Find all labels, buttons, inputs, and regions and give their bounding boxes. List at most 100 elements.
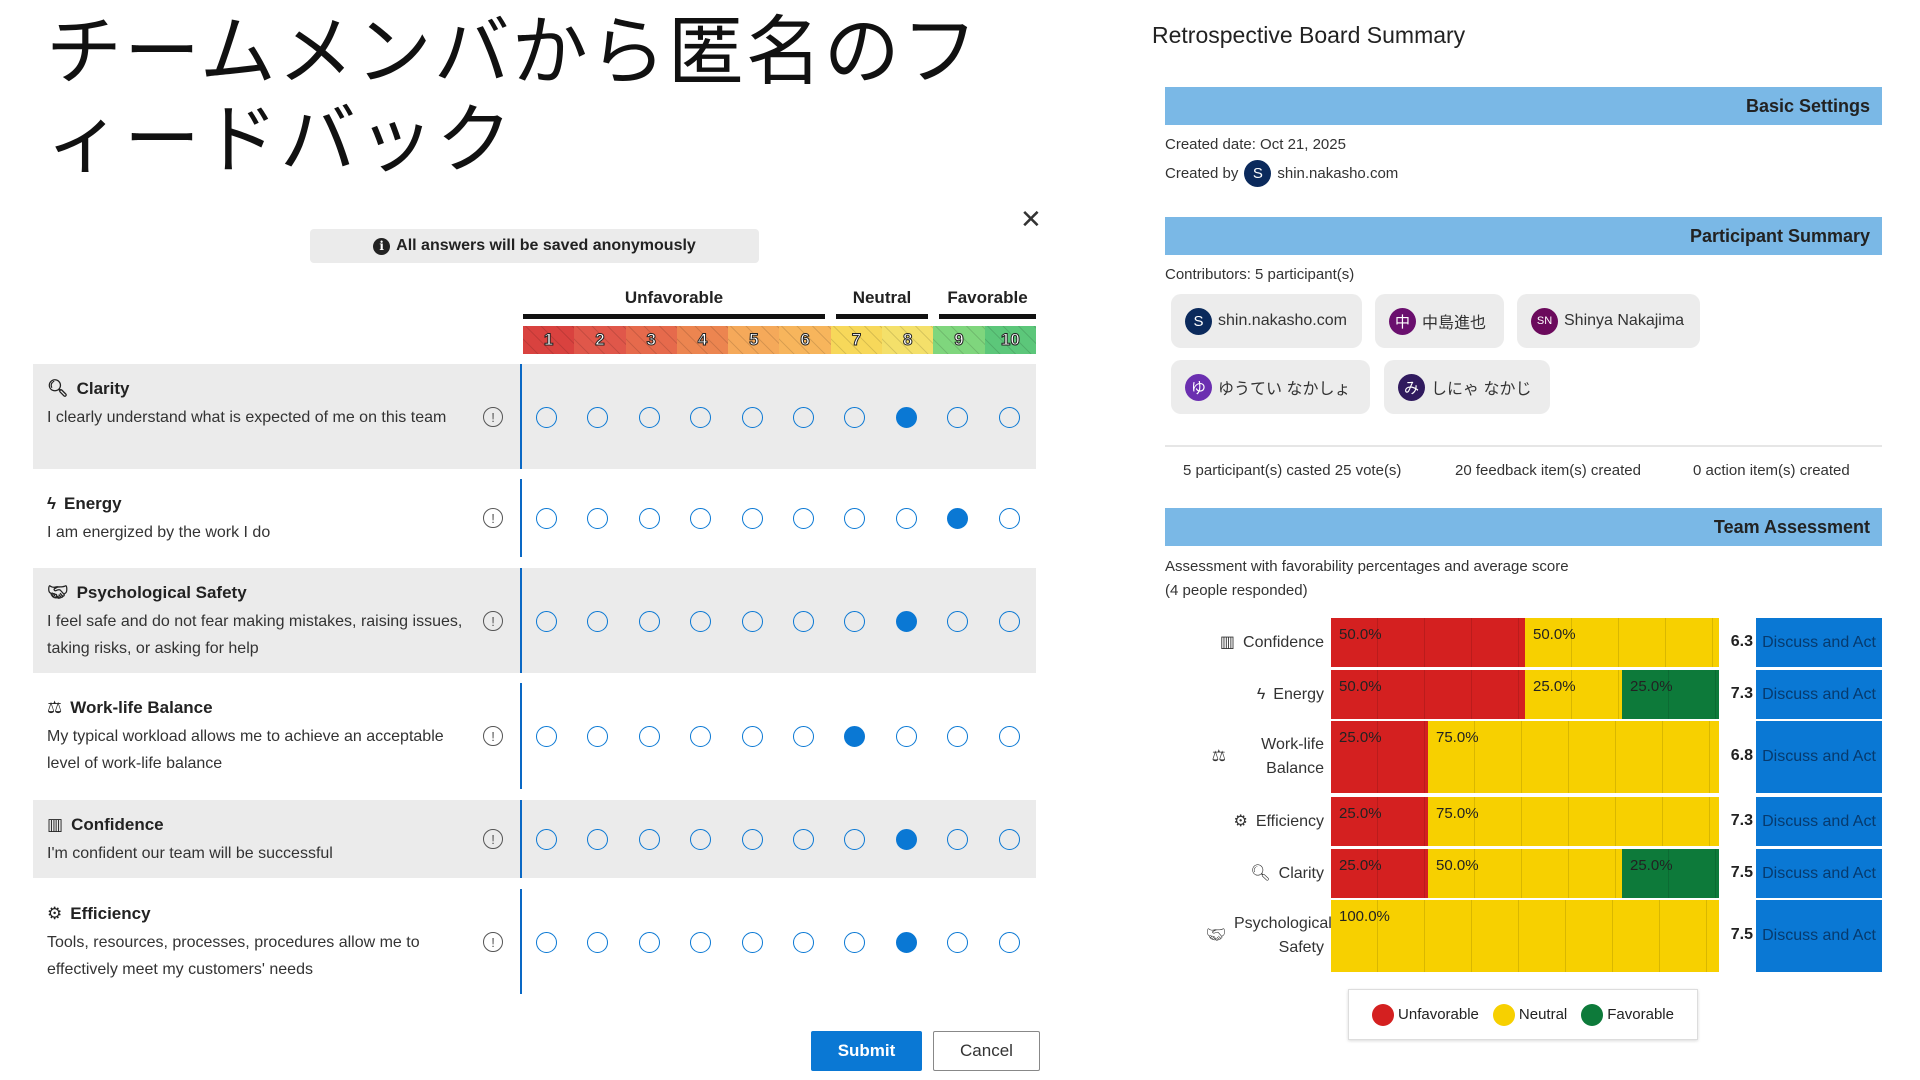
rating-radio-4[interactable]: [690, 726, 712, 747]
rating-radio-1[interactable]: [536, 508, 557, 529]
rating-radio-6[interactable]: [793, 726, 814, 747]
scale-cell-2: 2: [574, 326, 626, 354]
rating-radio-10[interactable]: [998, 508, 1020, 529]
rating-radio-3[interactable]: [638, 726, 660, 747]
rating-radio-5[interactable]: [741, 726, 763, 747]
rating-radio-4[interactable]: [690, 829, 712, 850]
votes-stat: 5 participant(s) casted 25 vote(s): [1183, 462, 1402, 479]
rating-radio-3[interactable]: [638, 829, 660, 850]
rating-radio-9[interactable]: [947, 508, 969, 529]
rating-radio-6[interactable]: [793, 407, 814, 428]
category-name: Efficiency: [1255, 812, 1324, 830]
question-info-icon[interactable]: !: [483, 932, 503, 952]
rating-radio-7[interactable]: [844, 726, 866, 747]
discuss-and-act-button[interactable]: Discuss and Act: [1756, 849, 1882, 898]
rating-radio-1[interactable]: [536, 726, 557, 747]
participant-chip[interactable]: みしにゃ なかじ: [1384, 360, 1550, 414]
rating-radio-8[interactable]: [895, 829, 917, 850]
question-info-icon[interactable]: !: [483, 829, 503, 849]
legend-item-neutral[interactable]: Neutral: [1492, 1003, 1567, 1026]
rating-radio-6[interactable]: [793, 611, 814, 632]
question-title: ⚖ Work-life Balance: [47, 698, 213, 718]
rating-radio-10[interactable]: [998, 932, 1020, 953]
rating-radio-7[interactable]: [844, 829, 866, 850]
participant-chip[interactable]: 中中島進也: [1375, 294, 1504, 348]
discuss-and-act-button[interactable]: Discuss and Act: [1756, 670, 1882, 719]
rating-radio-5[interactable]: [741, 407, 763, 428]
rating-radio-3[interactable]: [638, 932, 660, 953]
rating-radio-7[interactable]: [844, 932, 866, 953]
rating-radio-4[interactable]: [690, 407, 712, 428]
rating-radio-9[interactable]: [947, 407, 969, 428]
row-divider: [520, 364, 522, 469]
rating-radio-1[interactable]: [536, 611, 557, 632]
discuss-and-act-button[interactable]: Discuss and Act: [1756, 721, 1882, 793]
rating-radio-5[interactable]: [741, 611, 763, 632]
rating-radio-3[interactable]: [638, 407, 660, 428]
rating-radio-2[interactable]: [587, 611, 609, 632]
rating-radio-9[interactable]: [947, 932, 969, 953]
rating-radio-5[interactable]: [741, 508, 763, 529]
discuss-and-act-button[interactable]: Discuss and Act: [1756, 618, 1882, 667]
rating-radio-8[interactable]: [895, 508, 917, 529]
rating-radio-10[interactable]: [998, 611, 1020, 632]
question-row: ⚖ Work-life Balance My typical workload al…: [33, 683, 1036, 789]
rating-radio-3[interactable]: [638, 508, 660, 529]
rating-radio-3[interactable]: [638, 611, 660, 632]
participant-avatar: SN: [1531, 307, 1558, 335]
scale-cell-10: 10: [984, 326, 1036, 354]
rating-radio-5[interactable]: [741, 932, 763, 953]
rating-radio-10[interactable]: [998, 829, 1020, 850]
rating-radio-6[interactable]: [793, 508, 814, 529]
rating-radio-2[interactable]: [587, 829, 609, 850]
rating-radio-8[interactable]: [895, 611, 917, 632]
rating-radio-2[interactable]: [587, 932, 609, 953]
rating-radio-8[interactable]: [895, 407, 917, 428]
rating-radio-7[interactable]: [844, 611, 866, 632]
rating-radio-8[interactable]: [895, 932, 917, 953]
question-title-text: Confidence: [71, 815, 164, 834]
actions-stat: 0 action item(s) created: [1693, 462, 1850, 479]
question-info-icon[interactable]: !: [483, 726, 503, 746]
scale-cell-7: 7: [830, 326, 883, 354]
discuss-and-act-button[interactable]: Discuss and Act: [1756, 797, 1882, 846]
rating-radio-7[interactable]: [844, 508, 866, 529]
discuss-and-act-button[interactable]: Discuss and Act: [1756, 900, 1882, 972]
anonymous-banner: i All answers will be saved anonymously: [310, 229, 759, 263]
rating-radio-4[interactable]: [690, 932, 712, 953]
rating-radio-6[interactable]: [793, 932, 814, 953]
question-info-icon[interactable]: !: [483, 407, 503, 427]
participant-chip[interactable]: SN Shinya Nakajima: [1517, 294, 1700, 348]
rating-radio-9[interactable]: [947, 726, 969, 747]
participant-chip[interactable]: ゆゆうてい なかしょ: [1171, 360, 1370, 414]
rating-radio-4[interactable]: [690, 611, 712, 632]
legend-item-unfavorable[interactable]: Unfavorable: [1372, 1003, 1479, 1026]
rating-radio-2[interactable]: [587, 508, 609, 529]
rating-radio-1[interactable]: [536, 932, 557, 953]
rating-radio-10[interactable]: [998, 407, 1020, 428]
rating-radio-1[interactable]: [536, 829, 557, 850]
question-info-icon[interactable]: !: [483, 508, 503, 528]
close-icon[interactable]: ✕: [1020, 204, 1042, 234]
question-title: ▥ Confidence: [47, 815, 164, 835]
rating-radio-6[interactable]: [793, 829, 814, 850]
question-info-icon[interactable]: !: [483, 611, 503, 631]
rating-radio-9[interactable]: [947, 829, 969, 850]
rating-radio-2[interactable]: [587, 726, 609, 747]
search-icon: 🔍︎: [1250, 864, 1271, 882]
rating-radio-1[interactable]: [536, 407, 557, 428]
rating-radio-5[interactable]: [741, 829, 763, 850]
submit-button[interactable]: Submit: [811, 1031, 922, 1071]
rating-radio-7[interactable]: [844, 407, 866, 428]
category-label: 🤝︎ Psychological Safety: [1184, 912, 1332, 960]
rating-radio-2[interactable]: [587, 407, 609, 428]
participant-name: shin.nakasho.com: [1218, 312, 1347, 329]
rating-radio-4[interactable]: [690, 508, 712, 529]
cancel-button[interactable]: Cancel: [933, 1031, 1040, 1071]
rating-radio-8[interactable]: [895, 726, 917, 747]
rating-radio-9[interactable]: [947, 611, 969, 632]
rating-radio-10[interactable]: [998, 726, 1020, 747]
legend-item-favorable[interactable]: Favorable: [1581, 1003, 1674, 1026]
scale-cell-3: 3: [625, 326, 677, 354]
